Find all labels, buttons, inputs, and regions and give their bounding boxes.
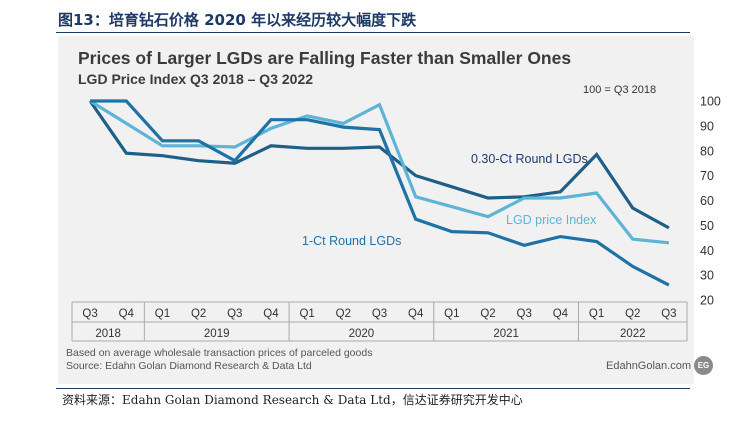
y-tick-label: 20 xyxy=(700,294,714,308)
y-tick-label: 60 xyxy=(700,194,714,208)
chart-title: Prices of Larger LGDs are Falling Faster… xyxy=(78,48,572,68)
year-label: 2019 xyxy=(204,328,230,340)
y-tick-label: 30 xyxy=(700,269,714,283)
series-line-030ct xyxy=(88,100,670,230)
x-tick-label: Q3 xyxy=(372,308,387,320)
x-tick-label: Q4 xyxy=(408,308,424,320)
series-label: 0.30-Ct Round LGDs xyxy=(471,152,588,166)
x-tick-label: Q2 xyxy=(480,308,495,320)
y-tick-label: 100 xyxy=(700,95,721,109)
y-tick-label: 70 xyxy=(700,169,714,183)
x-tick-label: Q1 xyxy=(299,308,314,320)
y-tick-label: 40 xyxy=(700,244,714,258)
series-line-1ct xyxy=(90,99,670,287)
x-tick-label: Q2 xyxy=(625,308,640,320)
x-tick-label: Q4 xyxy=(119,308,135,320)
series-label: LGD price Index xyxy=(506,213,597,227)
x-tick-label: Q3 xyxy=(82,308,97,320)
x-tick-label: Q1 xyxy=(589,308,604,320)
year-label: 2022 xyxy=(620,328,646,340)
eg-logo: EG xyxy=(694,356,713,375)
source-note: 资料来源：Edahn Golan Diamond Research & Data… xyxy=(62,393,523,407)
caption-rule xyxy=(56,32,690,33)
figure-caption: 图13：培育钻石价格 2020 年以来经历较大幅度下跌 xyxy=(58,11,417,29)
x-tick-label: Q3 xyxy=(227,308,242,320)
website-label: EdahnGolan.com xyxy=(606,360,691,372)
year-label: 2021 xyxy=(493,328,519,340)
y-tick-label: 50 xyxy=(700,219,714,233)
source-rule xyxy=(56,388,690,389)
x-tick-label: Q1 xyxy=(444,308,459,320)
chart-panel xyxy=(58,36,694,384)
year-label: 2020 xyxy=(349,328,375,340)
chart-subtitle: LGD Price Index Q3 2018 – Q3 2022 xyxy=(78,71,314,87)
footnote-source: Source: Edahn Golan Diamond Research & D… xyxy=(66,360,312,372)
x-tick-label: Q3 xyxy=(661,308,676,320)
x-tick-label: Q1 xyxy=(155,308,170,320)
base-note: 100 = Q3 2018 xyxy=(583,84,657,96)
series-line-index xyxy=(89,99,670,245)
y-tick-label: 80 xyxy=(700,144,714,158)
x-tick-label: Q4 xyxy=(263,308,279,320)
y-tick-label: 90 xyxy=(700,119,714,133)
x-tick-label: Q2 xyxy=(336,308,351,320)
year-label: 2018 xyxy=(95,328,121,340)
x-tick-label: Q4 xyxy=(553,308,569,320)
x-tick-label: Q2 xyxy=(191,308,206,320)
series-label: 1-Ct Round LGDs xyxy=(302,234,401,248)
footnote-basis: Based on average wholesale transaction p… xyxy=(66,347,373,359)
x-tick-label: Q3 xyxy=(517,308,532,320)
